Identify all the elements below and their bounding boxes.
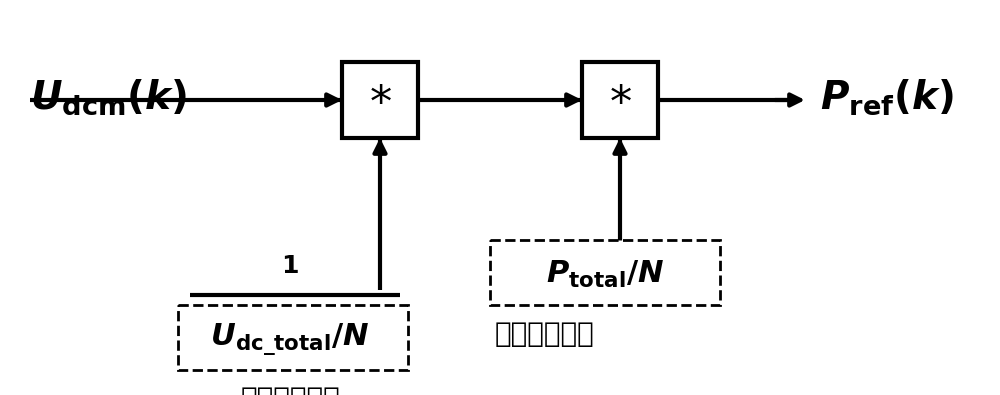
Text: 平均有功功率: 平均有功功率 — [495, 320, 595, 348]
Text: $*$: $*$ — [609, 81, 631, 124]
Text: $\boldsymbol{U}_{\mathbf{dc\_total}}\boldsymbol{/N}$: $\boldsymbol{U}_{\mathbf{dc\_total}}\bol… — [210, 322, 370, 357]
Text: $\boldsymbol{P}_{\mathbf{ref}}\boldsymbol{(k)}$: $\boldsymbol{P}_{\mathbf{ref}}\boldsymbo… — [820, 77, 954, 117]
Bar — [342, 62, 418, 138]
Text: 直流平均电压: 直流平均电压 — [240, 385, 340, 395]
Text: $\boldsymbol{U}_{\mathbf{dcm}}\boldsymbol{(k)}$: $\boldsymbol{U}_{\mathbf{dcm}}\boldsymbo… — [30, 77, 187, 117]
Text: $\boldsymbol{P}_{\mathbf{total}}\boldsymbol{/N}$: $\boldsymbol{P}_{\mathbf{total}}\boldsym… — [546, 259, 664, 290]
Bar — [582, 62, 658, 138]
Bar — [178, 305, 408, 370]
Text: $*$: $*$ — [369, 81, 391, 124]
Bar — [490, 240, 720, 305]
Text: 1: 1 — [281, 254, 299, 278]
